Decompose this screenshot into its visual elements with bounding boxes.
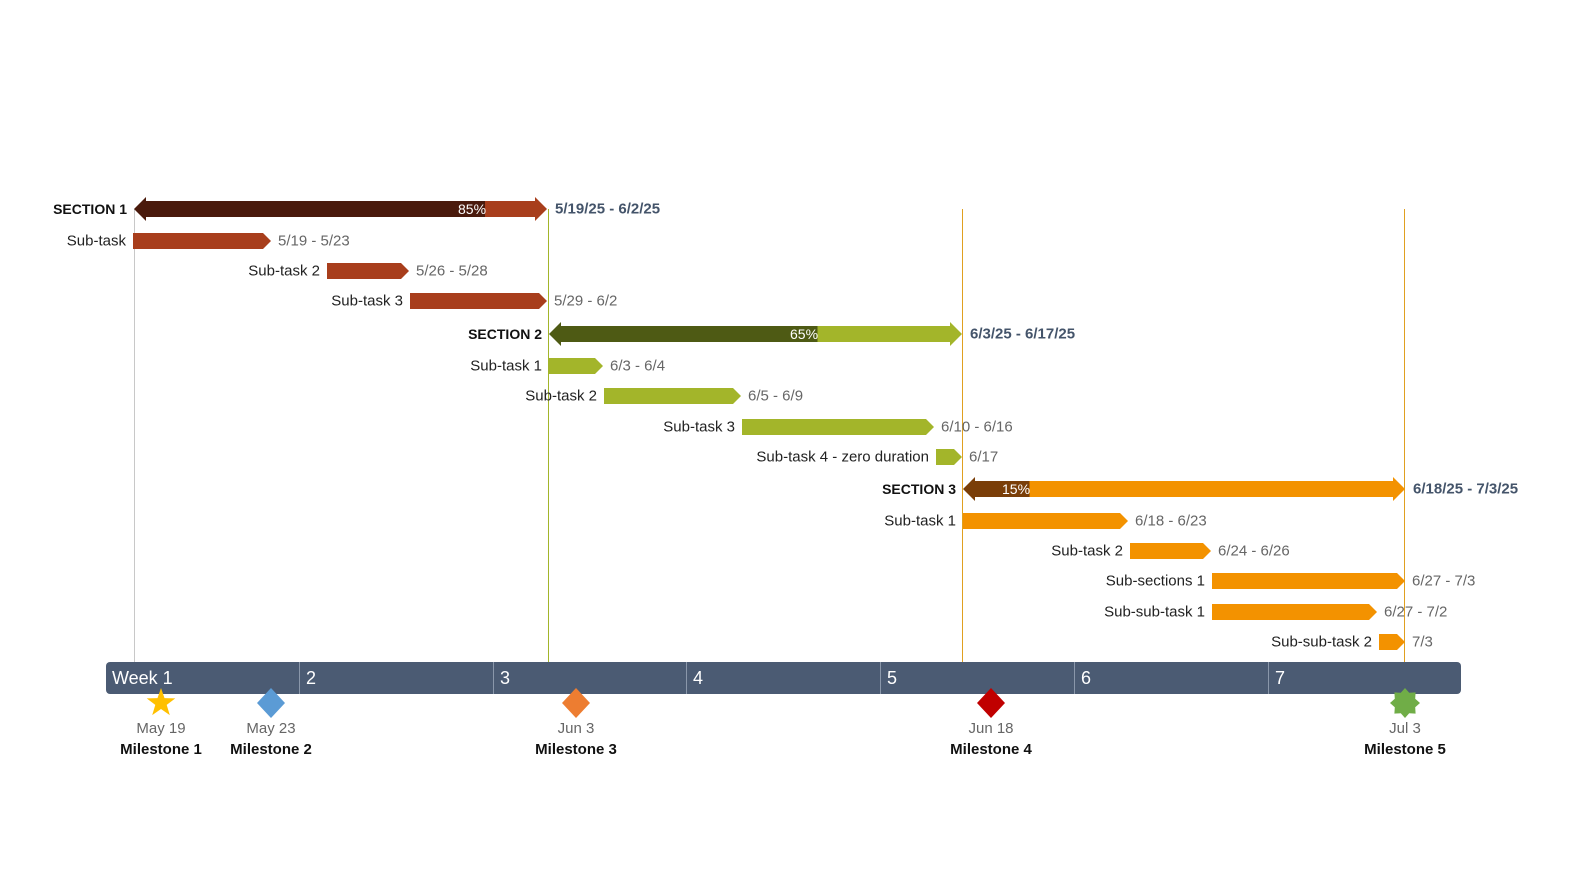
diamond-milestone-icon xyxy=(257,688,285,718)
week-label: 5 xyxy=(880,662,897,694)
milestone-date: Jul 3 xyxy=(1389,720,1421,737)
week-label: 3 xyxy=(493,662,510,694)
task-bar xyxy=(549,358,603,374)
task-bar xyxy=(327,263,409,279)
task-date-range: 6/5 - 6/9 xyxy=(748,387,804,405)
task-label: Sub-sub-task 1 xyxy=(1104,603,1205,621)
milestone-name: Milestone 4 xyxy=(950,741,1032,758)
task-bar xyxy=(1212,573,1405,589)
task-label: Sub-task xyxy=(66,232,126,250)
gridline xyxy=(134,209,135,662)
diamond-milestone-icon xyxy=(562,688,590,718)
milestone-name: Milestone 3 xyxy=(535,741,617,758)
task-date-range: 6/18 - 6/23 xyxy=(1135,512,1207,530)
burst-milestone-icon xyxy=(1390,688,1420,718)
week-label: 7 xyxy=(1268,662,1285,694)
task-bar xyxy=(963,513,1128,529)
task-bar xyxy=(1212,604,1377,620)
diamond-milestone-icon xyxy=(977,688,1005,718)
task-bar xyxy=(742,419,934,435)
task-date-range: 6/3 - 6/4 xyxy=(610,357,666,375)
task-date-range: 5/29 - 6/2 xyxy=(554,292,618,310)
milestone-name: Milestone 2 xyxy=(230,741,312,758)
star-milestone-icon xyxy=(146,688,176,716)
task-bar xyxy=(1379,634,1405,650)
section-bar xyxy=(963,477,1405,501)
task-label: Sub-task 1 xyxy=(884,512,956,530)
week-label: 4 xyxy=(686,662,703,694)
percent-complete: 65% xyxy=(790,326,819,342)
week-label: Week 1 xyxy=(112,668,173,688)
timeline-bar: Week 1 2 3 4 5 6 7 xyxy=(106,662,1461,694)
week-label: 6 xyxy=(1074,662,1091,694)
section-label: SECTION 3 xyxy=(882,481,956,497)
section-date-range: 5/19/25 - 6/2/25 xyxy=(555,200,661,218)
task-label: Sub-task 2 xyxy=(248,262,320,280)
task-label: Sub-sections 1 xyxy=(1105,572,1205,590)
milestone-date: Jun 18 xyxy=(968,720,1014,737)
section-bar xyxy=(134,197,547,221)
task-bar xyxy=(1130,543,1211,559)
task-bar xyxy=(133,233,271,249)
task-bar xyxy=(936,449,962,465)
task-bar xyxy=(410,293,547,309)
milestone-date: May 19 xyxy=(136,720,186,737)
task-label: Sub-task 3 xyxy=(663,418,735,436)
task-date-range: 6/17 xyxy=(969,448,999,466)
section-label: SECTION 1 xyxy=(53,201,127,217)
task-label: Sub-sub-task 2 xyxy=(1271,633,1372,651)
task-date-range: 7/3 xyxy=(1412,633,1433,651)
gridline xyxy=(548,209,549,662)
task-date-range: 6/10 - 6/16 xyxy=(941,418,1013,436)
task-date-range: 6/27 - 7/2 xyxy=(1384,603,1448,621)
task-bar xyxy=(604,388,741,404)
percent-complete: 15% xyxy=(1002,481,1031,497)
task-date-range: 5/19 - 5/23 xyxy=(278,232,350,250)
task-label: Sub-task 1 xyxy=(470,357,542,375)
task-date-range: 6/24 - 6/26 xyxy=(1218,542,1290,560)
milestone-date: May 23 xyxy=(246,720,296,737)
task-date-range: 6/27 - 7/3 xyxy=(1412,572,1476,590)
milestone-name: Milestone 1 xyxy=(120,741,202,758)
milestone-date: Jun 3 xyxy=(557,720,595,737)
section-date-range: 6/3/25 - 6/17/25 xyxy=(970,325,1076,343)
task-label: Sub-task 4 - zero duration xyxy=(756,448,929,466)
gridline xyxy=(962,209,963,662)
task-label: Sub-task 2 xyxy=(1051,542,1123,560)
section-label: SECTION 2 xyxy=(468,326,542,342)
milestone-name: Milestone 5 xyxy=(1364,741,1446,758)
section-date-range: 6/18/25 - 7/3/25 xyxy=(1413,480,1519,498)
task-date-range: 5/26 - 5/28 xyxy=(416,262,488,280)
week-label: 2 xyxy=(299,662,316,694)
task-label: Sub-task 3 xyxy=(331,292,403,310)
task-label: Sub-task 2 xyxy=(525,387,597,405)
gridline xyxy=(1404,209,1405,662)
percent-complete: 85% xyxy=(458,201,487,217)
section-bar xyxy=(549,322,962,346)
